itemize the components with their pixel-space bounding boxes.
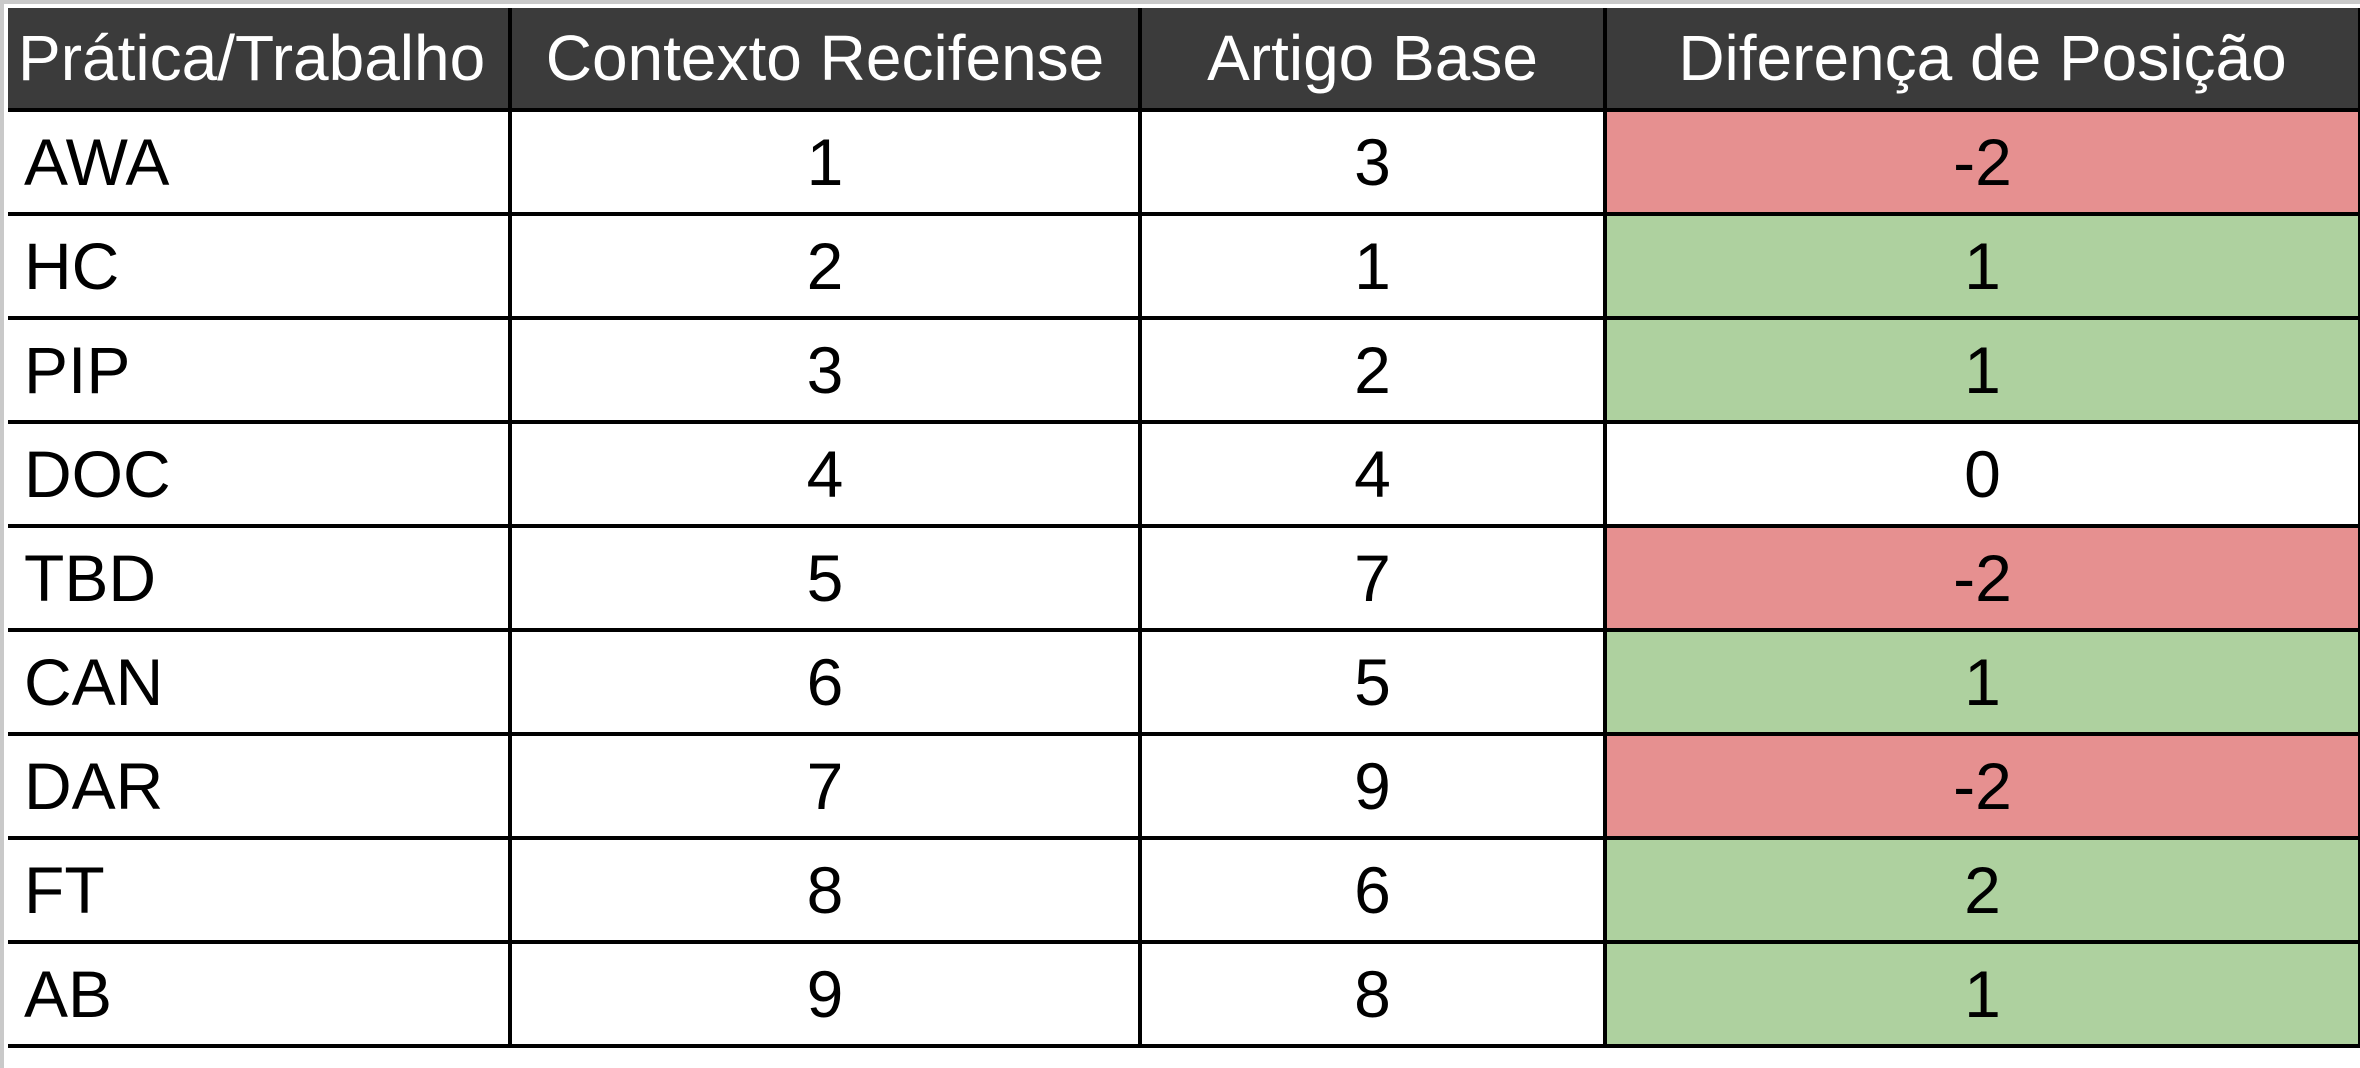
cell-position-difference: 1 [1605, 942, 2360, 1048]
cell-practice: AWA [8, 110, 512, 216]
cell-local-rank: 6 [510, 630, 1142, 736]
cell-practice: TBD [8, 526, 512, 632]
header-row: Prática/Trabalho Contexto Recifense Arti… [8, 8, 2360, 112]
cell-practice: HC [8, 214, 512, 320]
header-position-difference: Diferença de Posição [1605, 8, 2360, 112]
table-row: AB 9 8 1 [8, 942, 2360, 1048]
cell-position-difference: 2 [1605, 838, 2360, 944]
cell-local-rank: 8 [510, 838, 1142, 944]
header-local-context: Contexto Recifense [510, 8, 1142, 112]
cell-local-rank: 4 [510, 422, 1142, 528]
cell-position-difference: 0 [1605, 422, 2360, 528]
cell-practice: DAR [8, 734, 512, 840]
cell-practice: CAN [8, 630, 512, 736]
cell-local-rank: 9 [510, 942, 1142, 1048]
cell-local-rank: 5 [510, 526, 1142, 632]
cell-base-rank: 6 [1140, 838, 1607, 944]
cell-local-rank: 2 [510, 214, 1142, 320]
cell-local-rank: 1 [510, 110, 1142, 216]
header-practice: Prática/Trabalho [8, 8, 512, 112]
cell-local-rank: 7 [510, 734, 1142, 840]
cell-base-rank: 4 [1140, 422, 1607, 528]
table-row: CAN 6 5 1 [8, 630, 2360, 736]
cell-practice: AB [8, 942, 512, 1048]
cell-practice: PIP [8, 318, 512, 424]
ranking-comparison-table: Prática/Trabalho Contexto Recifense Arti… [8, 8, 2360, 1048]
table-row: PIP 3 2 1 [8, 318, 2360, 424]
cell-position-difference: -2 [1605, 526, 2360, 632]
cell-practice: DOC [8, 422, 512, 528]
cell-base-rank: 5 [1140, 630, 1607, 736]
cell-base-rank: 9 [1140, 734, 1607, 840]
table-row: TBD 5 7 -2 [8, 526, 2360, 632]
cell-local-rank: 3 [510, 318, 1142, 424]
cell-base-rank: 1 [1140, 214, 1607, 320]
cell-position-difference: 1 [1605, 630, 2360, 736]
table-row: DOC 4 4 0 [8, 422, 2360, 528]
cell-practice: FT [8, 838, 512, 944]
cell-position-difference: 1 [1605, 318, 2360, 424]
header-base-article: Artigo Base [1140, 8, 1607, 112]
cell-base-rank: 7 [1140, 526, 1607, 632]
table-row: AWA 1 3 -2 [8, 110, 2360, 216]
cell-base-rank: 8 [1140, 942, 1607, 1048]
cell-position-difference: 1 [1605, 214, 2360, 320]
table-row: FT 8 6 2 [8, 838, 2360, 944]
table-row: DAR 7 9 -2 [8, 734, 2360, 840]
cell-position-difference: -2 [1605, 734, 2360, 840]
cell-base-rank: 2 [1140, 318, 1607, 424]
table-row: HC 2 1 1 [8, 214, 2360, 320]
cell-base-rank: 3 [1140, 110, 1607, 216]
cell-position-difference: -2 [1605, 110, 2360, 216]
